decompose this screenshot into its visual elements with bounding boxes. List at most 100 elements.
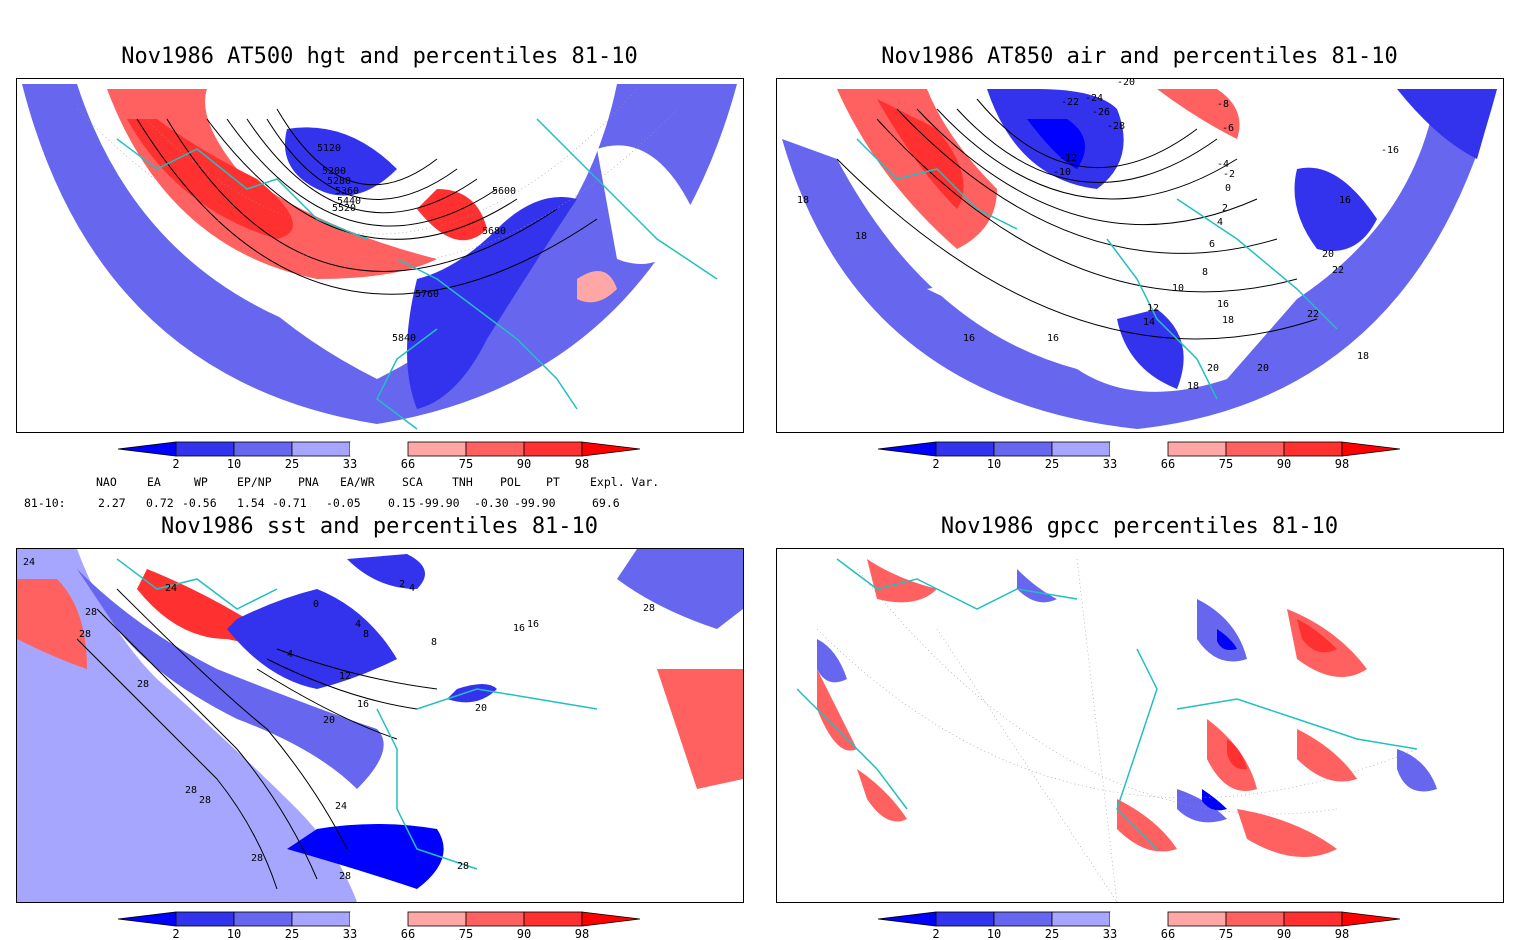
colorbar-top-left: 2 10 25 33 66 75 90 98 xyxy=(117,441,641,471)
colorbar-arrow-low xyxy=(877,911,937,927)
contour-label: 2 xyxy=(1222,203,1228,214)
contour-label: 4 xyxy=(287,649,293,660)
colorbar-swatch xyxy=(1283,441,1343,457)
map-air: -24 -22 -20 -26 -28 -12 -10 -8 -6 -4 -2 … xyxy=(777,79,1503,432)
contour-label: -12 xyxy=(1059,153,1077,164)
colorbar-tick-label: 33 xyxy=(343,457,357,471)
colorbar-tick-label: 33 xyxy=(343,927,357,940)
index-header: PT xyxy=(546,475,560,489)
colorbar-tick-label: 90 xyxy=(1277,927,1291,940)
colorbar-tick-label: 75 xyxy=(1219,927,1233,940)
contour-label: -4 xyxy=(1217,159,1229,170)
contour-label: -10 xyxy=(1053,167,1071,178)
contour-label: 16 xyxy=(357,699,369,710)
map-panel-hgt: 5120 5200 5280 5360 5440 5520 5600 5680 … xyxy=(16,78,744,433)
index-header: WP xyxy=(194,475,208,489)
colorbar-swatch xyxy=(935,911,995,927)
index-value: -99.90 xyxy=(514,496,556,510)
colorbar-swatch xyxy=(1051,441,1111,457)
colorbar-swatch xyxy=(291,911,351,927)
colorbar-tick-label: 10 xyxy=(987,927,1001,940)
contour-label: 16 xyxy=(963,333,975,344)
colorbar-swatch xyxy=(1110,912,1168,926)
panel-title-air: Nov1986 AT850 air and percentiles 81-10 xyxy=(881,44,1398,69)
contour-label: 0 xyxy=(1225,183,1231,194)
map-panel-gpcc xyxy=(776,548,1504,903)
index-value: 69.6 xyxy=(592,496,620,510)
contour-label: -22 xyxy=(1061,97,1079,108)
colorbar-arrow-high xyxy=(1341,441,1401,457)
indices-table: NAO EA WP EP/NP PNA EA/WR SCA TNH POL PT… xyxy=(0,475,700,515)
contour-label: 18 xyxy=(1357,351,1369,362)
contour-label: 16 xyxy=(1217,299,1229,310)
contour-label: 24 xyxy=(23,557,35,568)
contour-label: 2 xyxy=(399,579,405,590)
contour-label: -6 xyxy=(1222,123,1234,134)
colorbar-tick-label: 98 xyxy=(575,457,589,471)
contour-label: 28 xyxy=(137,679,149,690)
contour-label: 5360 xyxy=(335,186,359,197)
colorbar-tick-label: 75 xyxy=(459,457,473,471)
colorbar-arrow-low xyxy=(117,911,177,927)
colorbar-swatch xyxy=(523,441,583,457)
index-value: -0.30 xyxy=(474,496,509,510)
colorbar-tick-label: 2 xyxy=(172,457,179,471)
colorbar-tick-label: 25 xyxy=(285,457,299,471)
colorbar-tick-label: 98 xyxy=(575,927,589,940)
contour-label: 4 xyxy=(1217,217,1223,228)
contour-label: -16 xyxy=(1381,145,1399,156)
index-header: EA/WR xyxy=(340,475,375,489)
map-panel-air: -24 -22 -20 -26 -28 -12 -10 -8 -6 -4 -2 … xyxy=(776,78,1504,433)
colorbar-arrow-low xyxy=(877,441,937,457)
index-value: -0.05 xyxy=(326,496,361,510)
contour-label: 28 xyxy=(339,871,351,882)
contour-label: 18 xyxy=(1222,315,1234,326)
index-value: 0.72 xyxy=(146,496,174,510)
contour-label: 28 xyxy=(185,785,197,796)
colorbar-tick-label: 2 xyxy=(172,927,179,940)
colorbar-tick-label: 90 xyxy=(1277,457,1291,471)
contour-label: 6 xyxy=(1209,239,1215,250)
colorbar-tick-label: 98 xyxy=(1335,927,1349,940)
contour-label: -2 xyxy=(1223,169,1235,180)
colorbar-top-right: 2 10 25 33 66 75 90 98 xyxy=(877,441,1401,471)
contour-label: 18 xyxy=(855,231,867,242)
map-sst: 24 24 28 28 0 2 4 4 4 8 8 12 16 16 20 20… xyxy=(17,549,743,902)
contour-label: 24 xyxy=(165,583,177,594)
colorbar-swatch xyxy=(175,911,235,927)
colorbar-tick-label: 2 xyxy=(932,457,939,471)
index-header: PNA xyxy=(298,475,319,489)
contour-label: 28 xyxy=(199,795,211,806)
colorbar-bottom-right: 2 10 25 33 66 75 90 98 xyxy=(877,911,1401,940)
colorbar-arrow-high xyxy=(581,911,641,927)
contour-label: 5440 xyxy=(337,196,361,207)
contour-label: 28 xyxy=(85,607,97,618)
colorbar-tick-label: 33 xyxy=(1103,457,1117,471)
map-panel-sst: 24 24 28 28 0 2 4 4 4 8 8 12 16 16 20 20… xyxy=(16,548,744,903)
index-header: TNH xyxy=(452,475,473,489)
index-value: 1.54 xyxy=(237,496,265,510)
contour-label: -26 xyxy=(1092,107,1110,118)
contour-label: 14 xyxy=(1143,317,1155,328)
contour-label: 5680 xyxy=(482,226,506,237)
colorbar-swatch xyxy=(407,441,467,457)
colorbar-tick-label: 25 xyxy=(285,927,299,940)
colorbar-tick-label: 66 xyxy=(1161,457,1175,471)
colorbar-swatch xyxy=(1167,441,1227,457)
contour-label: 12 xyxy=(1147,303,1159,314)
index-value: -0.56 xyxy=(182,496,217,510)
colorbar-tick-label: 98 xyxy=(1335,457,1349,471)
colorbar-tick-label: 10 xyxy=(227,457,241,471)
contour-label: 28 xyxy=(251,853,263,864)
contour-label: 28 xyxy=(457,861,469,872)
contour-label: 5840 xyxy=(392,333,416,344)
map-hgt: 5120 5200 5280 5360 5440 5520 5600 5680 … xyxy=(17,79,743,430)
contour-label: 20 xyxy=(323,715,335,726)
contour-label: 8 xyxy=(363,629,369,640)
contour-label: -24 xyxy=(1085,93,1103,104)
colorbar-swatch xyxy=(175,441,235,457)
index-header: NAO xyxy=(96,475,117,489)
contour-label: 8 xyxy=(1202,267,1208,278)
colorbar-arrow-high xyxy=(581,441,641,457)
contour-label: 12 xyxy=(339,671,351,682)
